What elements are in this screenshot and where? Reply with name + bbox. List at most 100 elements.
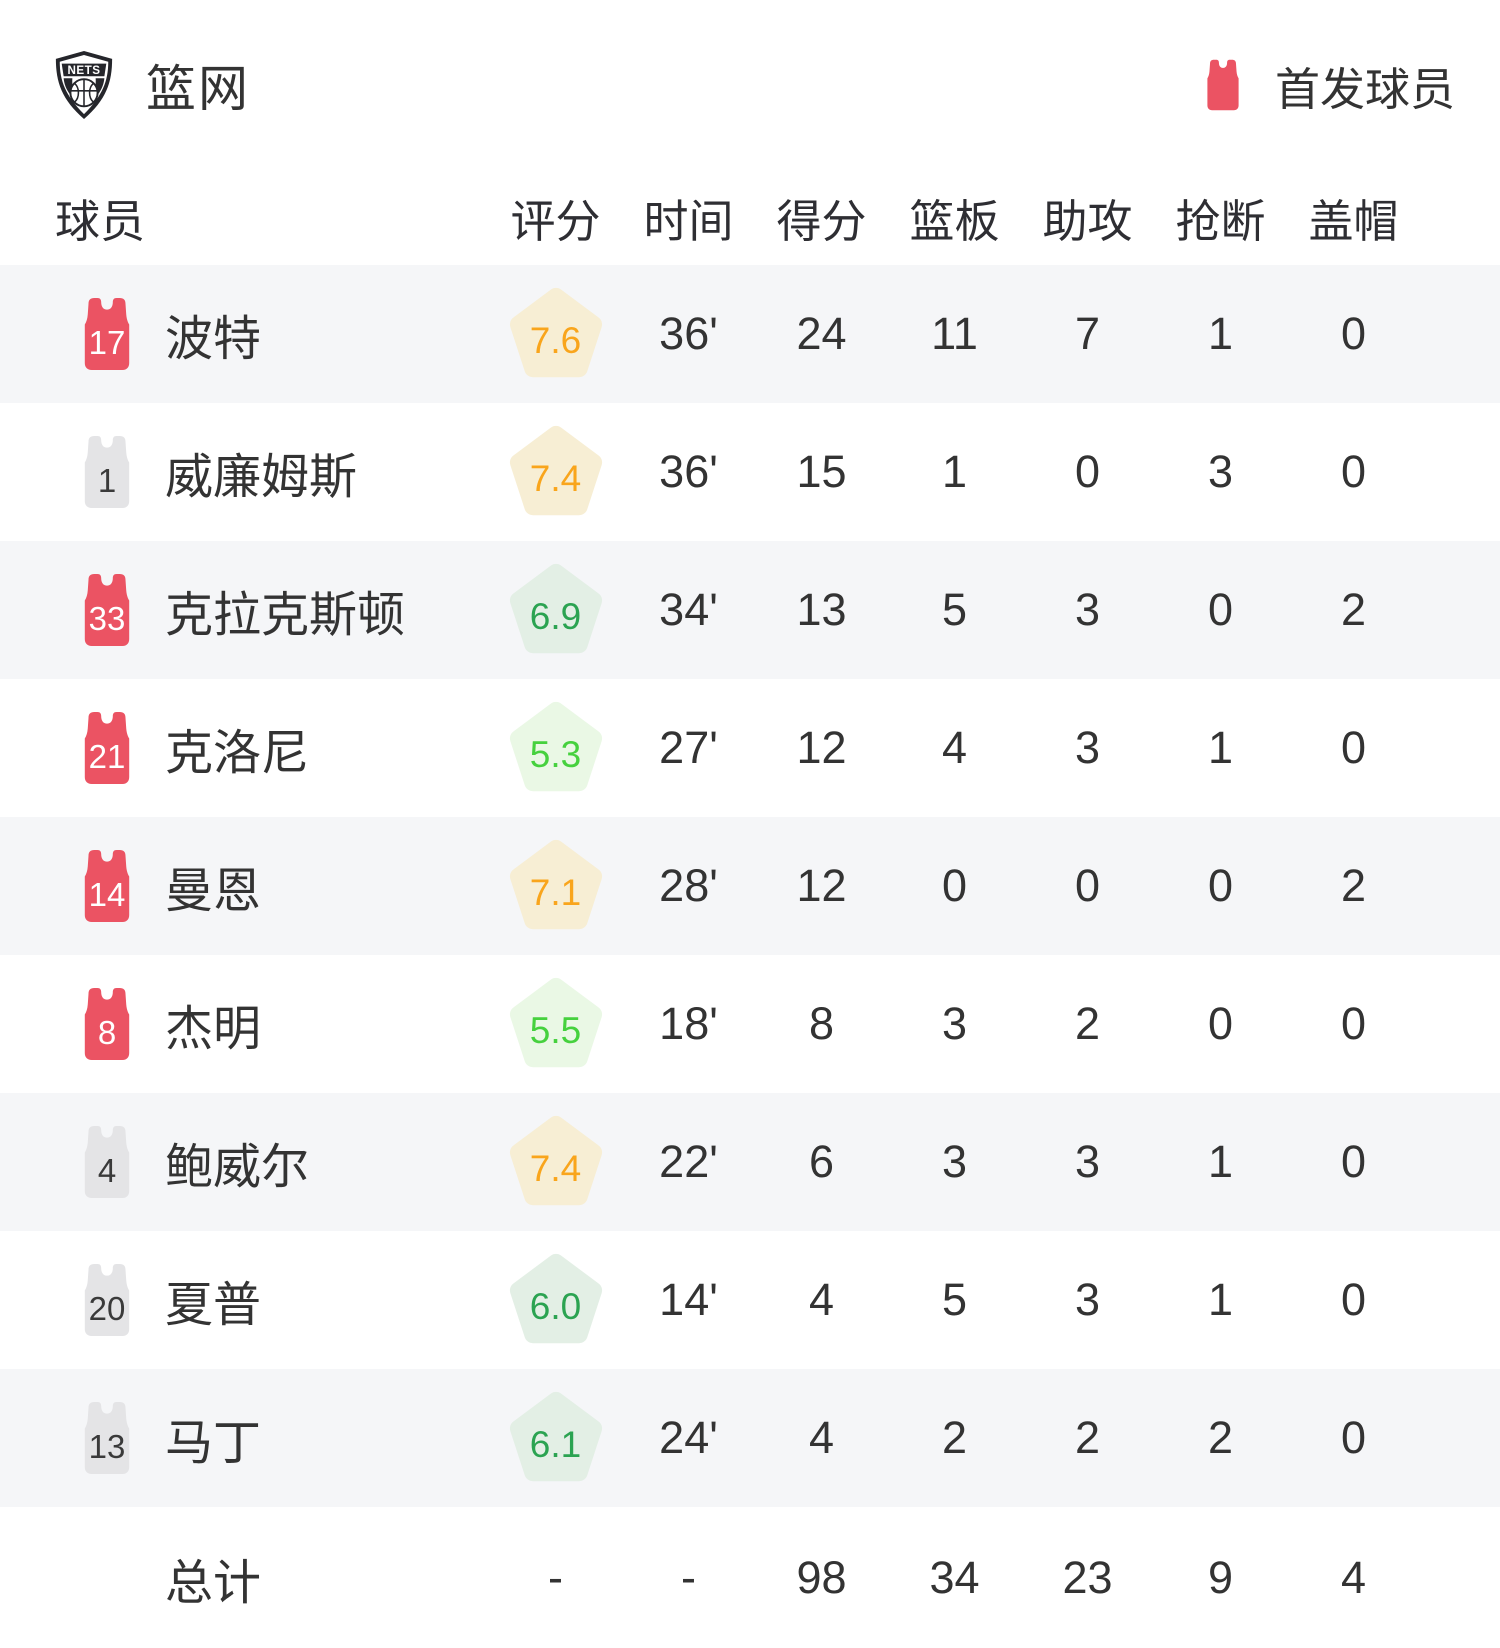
stat-assists: 2 bbox=[1074, 998, 1101, 1049]
stat-points: 4 bbox=[808, 1412, 835, 1463]
player-name: 马丁 bbox=[165, 1417, 262, 1470]
jersey-number: 17 bbox=[88, 323, 126, 361]
stat-rebounds: 5 bbox=[941, 1274, 968, 1325]
stat-blocks: 0 bbox=[1340, 1412, 1367, 1463]
player-row[interactable]: 13 马丁 6.1 24' 4 2 2 2 0 bbox=[0, 1369, 1500, 1507]
stat-points: 24 bbox=[796, 308, 847, 359]
stat-assists: 3 bbox=[1074, 722, 1101, 773]
rating-badge: 7.4 bbox=[508, 422, 604, 522]
col-header-time: 时间 bbox=[643, 196, 734, 247]
player-name: 威廉姆斯 bbox=[165, 451, 358, 504]
player-row[interactable]: 17 波特 7.6 36' 24 11 7 1 0 bbox=[0, 265, 1500, 403]
total-assists: 23 bbox=[1062, 1551, 1113, 1603]
rating-badge: 6.1 bbox=[508, 1388, 604, 1488]
total-label: 总计 bbox=[165, 1556, 262, 1610]
stat-steals: 0 bbox=[1207, 860, 1234, 911]
starter-jersey-icon bbox=[1207, 59, 1239, 111]
stat-points: 13 bbox=[796, 584, 847, 635]
stat-steals: 1 bbox=[1207, 308, 1234, 359]
jersey-number: 14 bbox=[88, 875, 126, 913]
stat-assists: 0 bbox=[1074, 446, 1101, 497]
starter-jersey-icon: 21 bbox=[72, 711, 142, 785]
rating-value: 7.6 bbox=[529, 320, 582, 361]
rating-value: 7.4 bbox=[529, 1148, 582, 1189]
stat-time: 27' bbox=[659, 722, 718, 773]
stat-points: 12 bbox=[796, 860, 847, 911]
stat-assists: 2 bbox=[1074, 1412, 1101, 1463]
col-header-assists: 助攻 bbox=[1042, 196, 1133, 247]
col-header-points: 得分 bbox=[776, 196, 867, 247]
total-steals: 9 bbox=[1207, 1551, 1234, 1603]
player-row[interactable]: 14 曼恩 7.1 28' 12 0 0 0 2 bbox=[0, 817, 1500, 955]
player-name: 克洛尼 bbox=[165, 727, 310, 780]
stat-rebounds: 5 bbox=[941, 584, 968, 635]
rating-value: 6.9 bbox=[529, 596, 582, 637]
stat-points: 15 bbox=[796, 446, 847, 497]
team-name: 篮网 bbox=[146, 61, 250, 117]
jersey-number: 20 bbox=[88, 1289, 126, 1327]
rating-value: 6.1 bbox=[529, 1424, 582, 1465]
rating-value: 5.5 bbox=[529, 1010, 582, 1051]
stat-steals: 0 bbox=[1207, 584, 1234, 635]
stat-points: 8 bbox=[808, 998, 835, 1049]
stat-blocks: 0 bbox=[1340, 308, 1367, 359]
player-name: 曼恩 bbox=[165, 865, 262, 918]
stat-blocks: 0 bbox=[1340, 1136, 1367, 1187]
starter-legend-label: 首发球员 bbox=[1274, 63, 1455, 115]
player-name: 杰明 bbox=[165, 1003, 262, 1056]
stat-rebounds: 3 bbox=[941, 1136, 968, 1187]
stat-rebounds: 0 bbox=[941, 860, 968, 911]
player-name: 鲍威尔 bbox=[165, 1141, 310, 1194]
bench-jersey-icon: 13 bbox=[72, 1401, 142, 1475]
stat-points: 6 bbox=[808, 1136, 835, 1187]
stat-points: 12 bbox=[796, 722, 847, 773]
col-header-rating: 评分 bbox=[510, 196, 601, 247]
player-row[interactable]: 4 鲍威尔 7.4 22' 6 3 3 1 0 bbox=[0, 1093, 1500, 1231]
player-row[interactable]: 1 威廉姆斯 7.4 36' 15 1 0 3 0 bbox=[0, 403, 1500, 541]
player-name: 波特 bbox=[165, 313, 262, 366]
player-row[interactable]: 8 杰明 5.5 18' 8 3 2 0 0 bbox=[0, 955, 1500, 1093]
col-header-rebounds: 篮板 bbox=[909, 196, 1000, 247]
nets-team-logo: NETS bbox=[55, 51, 113, 119]
stat-blocks: 0 bbox=[1340, 1274, 1367, 1325]
jersey-number: 13 bbox=[88, 1427, 126, 1465]
stat-steals: 0 bbox=[1207, 998, 1234, 1049]
player-row[interactable]: 33 克拉克斯顿 6.9 34' 13 5 3 0 2 bbox=[0, 541, 1500, 679]
logo-text: NETS bbox=[68, 64, 101, 77]
stat-assists: 0 bbox=[1074, 860, 1101, 911]
rating-value: 6.0 bbox=[529, 1286, 582, 1327]
starter-jersey-icon: 17 bbox=[72, 297, 142, 371]
stat-blocks: 2 bbox=[1340, 860, 1367, 911]
total-rating: - bbox=[548, 1551, 563, 1603]
col-header-steals: 抢断 bbox=[1175, 196, 1266, 247]
stat-steals: 3 bbox=[1207, 446, 1234, 497]
stat-steals: 1 bbox=[1207, 1274, 1234, 1325]
total-points: 98 bbox=[796, 1551, 847, 1603]
jersey-number: 4 bbox=[97, 1151, 117, 1189]
rating-value: 5.3 bbox=[529, 734, 582, 775]
total-blocks: 4 bbox=[1340, 1551, 1367, 1603]
rating-value: 7.1 bbox=[529, 872, 582, 913]
stat-time: 14' bbox=[659, 1274, 718, 1325]
player-row[interactable]: 20 夏普 6.0 14' 4 5 3 1 0 bbox=[0, 1231, 1500, 1369]
rating-badge: 6.9 bbox=[508, 560, 604, 660]
col-header-blocks: 盖帽 bbox=[1308, 196, 1399, 247]
player-row[interactable]: 21 克洛尼 5.3 27' 12 4 3 1 0 bbox=[0, 679, 1500, 817]
stat-assists: 3 bbox=[1074, 1136, 1101, 1187]
bench-jersey-icon: 20 bbox=[72, 1263, 142, 1337]
stat-rebounds: 2 bbox=[941, 1412, 968, 1463]
starter-jersey-icon: 8 bbox=[72, 987, 142, 1061]
starter-jersey-icon: 14 bbox=[72, 849, 142, 923]
stat-time: 22' bbox=[659, 1136, 718, 1187]
stat-steals: 2 bbox=[1207, 1412, 1234, 1463]
rating-badge: 5.3 bbox=[508, 698, 604, 798]
rating-badge: 7.4 bbox=[508, 1112, 604, 1212]
stat-blocks: 2 bbox=[1340, 584, 1367, 635]
jersey-number: 33 bbox=[88, 599, 126, 637]
stat-assists: 3 bbox=[1074, 1274, 1101, 1325]
jersey-number: 8 bbox=[97, 1013, 117, 1051]
bench-jersey-icon: 1 bbox=[72, 435, 142, 509]
stat-steals: 1 bbox=[1207, 1136, 1234, 1187]
stat-blocks: 0 bbox=[1340, 722, 1367, 773]
rating-badge: 7.6 bbox=[508, 284, 604, 384]
